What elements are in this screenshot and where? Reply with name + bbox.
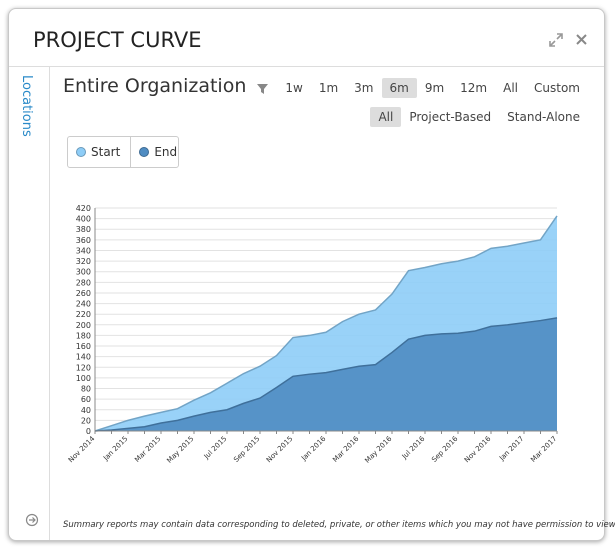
y-tick-label: 0 bbox=[86, 427, 91, 436]
collapse-icon[interactable] bbox=[25, 513, 39, 527]
y-tick-label: 420 bbox=[76, 204, 91, 213]
legend-swatch bbox=[76, 147, 86, 157]
y-tick-label: 260 bbox=[76, 289, 91, 298]
legend: Start End bbox=[67, 136, 179, 168]
x-tick-label: Mar 2015 bbox=[133, 435, 162, 464]
close-icon[interactable] bbox=[576, 34, 587, 45]
x-tick-label: Mar 2017 bbox=[529, 435, 558, 464]
series-line bbox=[94, 215, 558, 432]
range-button[interactable]: 9m bbox=[424, 81, 445, 95]
y-tick-label: 80 bbox=[81, 385, 91, 394]
y-tick-label: 100 bbox=[76, 374, 91, 383]
header: PROJECT CURVE bbox=[9, 9, 604, 67]
y-tick-label: 40 bbox=[81, 406, 91, 415]
legend-item[interactable]: Start bbox=[68, 137, 130, 167]
y-tick-label: 20 bbox=[81, 416, 91, 425]
series-line bbox=[94, 317, 558, 432]
x-tick-label: Jul 2015 bbox=[202, 435, 229, 462]
y-tick-label: 400 bbox=[76, 215, 91, 224]
expand-icon[interactable] bbox=[549, 33, 563, 47]
y-tick-label: 140 bbox=[76, 353, 91, 362]
range-button[interactable]: 3m bbox=[354, 81, 374, 95]
y-tick-label: 200 bbox=[76, 321, 91, 330]
x-tick-label: May 2016 bbox=[363, 434, 393, 464]
y-tick-label: 280 bbox=[76, 278, 91, 287]
y-tick-label: 300 bbox=[76, 268, 91, 277]
range-buttons: 1w 1m 3m 6m 9m 12m All Custom bbox=[277, 78, 588, 98]
range-button[interactable]: 12m bbox=[460, 81, 488, 95]
view-title: Entire Organization bbox=[63, 75, 247, 97]
filter-buttons: All Project-Based Stand-Alone bbox=[370, 107, 588, 127]
range-button[interactable]: 1m bbox=[318, 81, 339, 95]
sidebar: Locations bbox=[9, 67, 50, 540]
panel-title: PROJECT CURVE bbox=[33, 28, 202, 52]
filter-button[interactable]: Project-Based bbox=[409, 110, 492, 124]
x-tick-label: Jan 2016 bbox=[299, 434, 328, 463]
y-tick-label: 120 bbox=[76, 363, 91, 372]
x-tick-label: Sep 2015 bbox=[232, 435, 261, 464]
y-tick-label: 60 bbox=[81, 395, 91, 404]
x-tick-label: Mar 2016 bbox=[331, 434, 361, 464]
y-tick-label: 160 bbox=[76, 342, 91, 351]
y-tick-label: 380 bbox=[76, 225, 91, 234]
legend-item[interactable]: End bbox=[130, 137, 187, 167]
range-button[interactable]: All bbox=[503, 81, 519, 95]
legend-label: Start bbox=[91, 145, 121, 159]
x-tick-label: Jul 2016 bbox=[400, 434, 427, 461]
series-area bbox=[95, 317, 557, 431]
y-tick-label: 360 bbox=[76, 236, 91, 245]
x-tick-label: Nov 2015 bbox=[265, 435, 294, 464]
range-button[interactable]: 6m bbox=[381, 78, 417, 98]
filter-button[interactable]: Stand-Alone bbox=[507, 110, 580, 124]
x-tick-label: Jan 2015 bbox=[101, 435, 129, 463]
x-tick-label: Jan 2017 bbox=[497, 435, 525, 463]
filter-button[interactable]: All bbox=[370, 107, 402, 127]
y-tick-label: 180 bbox=[76, 331, 91, 340]
y-tick-label: 220 bbox=[76, 310, 91, 319]
y-tick-label: 320 bbox=[76, 257, 91, 266]
filter-icon[interactable] bbox=[256, 82, 269, 95]
range-button[interactable]: Custom bbox=[534, 81, 580, 95]
legend-swatch bbox=[139, 147, 150, 157]
x-tick-label: Sep 2016 bbox=[430, 434, 460, 464]
x-tick-label: Nov 2014 bbox=[67, 434, 97, 464]
y-tick-label: 240 bbox=[76, 300, 91, 309]
y-tick-label: 340 bbox=[76, 246, 91, 255]
x-tick-label: Nov 2016 bbox=[463, 434, 493, 464]
footer-note: Summary reports may contain data corresp… bbox=[63, 520, 615, 530]
range-button[interactable]: 1w bbox=[285, 81, 303, 95]
legend-label: End bbox=[154, 145, 178, 159]
x-tick-label: May 2015 bbox=[165, 435, 195, 465]
